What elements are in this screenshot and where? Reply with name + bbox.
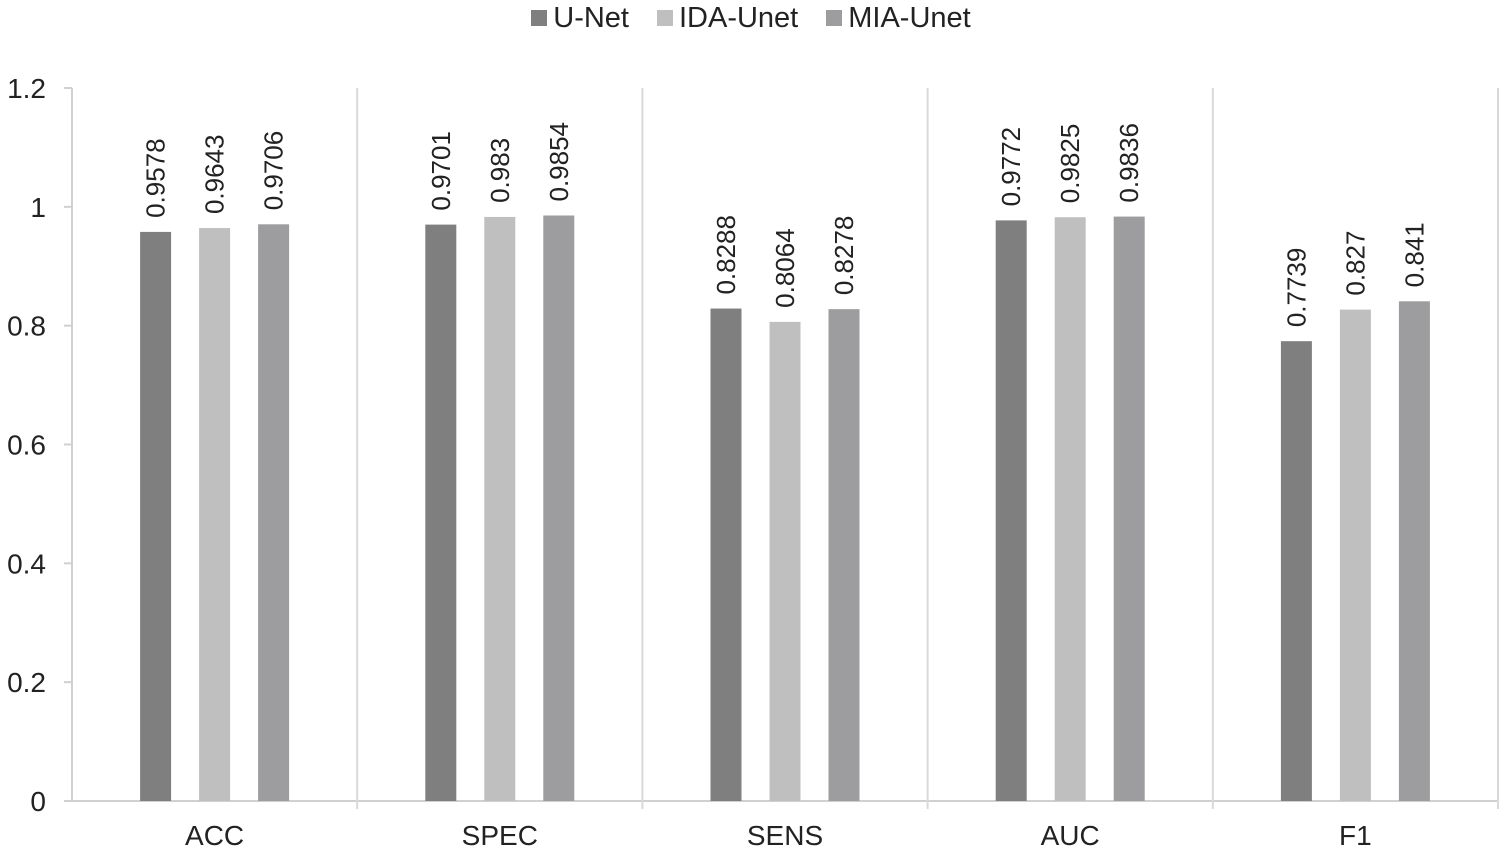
legend-item-mia-unet: MIA-Unet	[826, 1, 971, 35]
bar-mia-unet-acc	[258, 224, 290, 802]
legend-label-ida-unet: IDA-Unet	[678, 1, 799, 34]
data-label-mia-unet-spec: 0.9854	[544, 122, 574, 202]
legend-item-ida-unet: IDA-Unet	[656, 1, 799, 35]
bar-ida-unet-spec	[484, 216, 516, 801]
data-label-ida-unet-sens: 0.8064	[770, 228, 800, 308]
legend-label-mia-unet: MIA-Unet	[848, 1, 971, 34]
bar-u-net-acc	[140, 231, 172, 801]
x-tick-label-acc: ACC	[185, 820, 244, 851]
x-tick-label-f1: F1	[1339, 820, 1372, 851]
data-label-u-net-spec: 0.9701	[426, 131, 456, 211]
data-label-mia-unet-auc: 0.9836	[1114, 123, 1144, 203]
legend-swatch-unet	[531, 10, 548, 26]
x-tick-label-sens: SENS	[747, 820, 823, 851]
y-tick-label: 1	[30, 192, 46, 223]
bar-ida-unet-sens	[769, 321, 801, 801]
data-label-ida-unet-auc: 0.9825	[1055, 124, 1085, 204]
legend-label-unet: U-Net	[553, 1, 629, 34]
y-tick-label: 0.8	[7, 311, 46, 342]
y-tick-label: 0.2	[7, 667, 46, 698]
data-label-mia-unet-acc: 0.9706	[259, 131, 289, 211]
data-label-ida-unet-f1: 0.827	[1340, 231, 1370, 296]
bar-mia-unet-spec	[543, 215, 575, 801]
data-label-u-net-auc: 0.9772	[996, 127, 1026, 207]
legend: U-Net IDA-Unet MIA-Unet	[0, 0, 1502, 36]
bar-ida-unet-f1	[1339, 309, 1371, 801]
bar-u-net-f1	[1280, 341, 1312, 801]
y-tick-label: 1.2	[7, 73, 46, 104]
y-tick-label: 0	[30, 786, 46, 817]
legend-swatch-ida-unet	[656, 10, 673, 26]
data-label-u-net-f1: 0.7739	[1281, 248, 1311, 328]
data-label-mia-unet-sens: 0.8278	[829, 216, 859, 296]
data-label-u-net-sens: 0.8288	[711, 215, 741, 295]
bar-u-net-auc	[995, 220, 1027, 801]
data-label-ida-unet-acc: 0.9643	[200, 135, 230, 215]
legend-item-unet: U-Net	[531, 2, 629, 35]
bar-mia-unet-sens	[828, 309, 860, 801]
y-tick-label: 0.6	[7, 430, 46, 461]
bar-ida-unet-acc	[199, 228, 231, 801]
y-tick-label: 0.4	[7, 548, 46, 579]
bar-ida-unet-auc	[1054, 217, 1086, 801]
data-label-ida-unet-spec: 0.983	[485, 138, 515, 203]
data-label-mia-unet-f1: 0.841	[1399, 222, 1429, 287]
legend-swatch-mia-unet	[826, 10, 843, 26]
x-tick-label-spec: SPEC	[462, 820, 538, 851]
x-tick-label-auc: AUC	[1041, 820, 1100, 851]
data-label-u-net-acc: 0.9578	[141, 138, 171, 218]
bar-u-net-sens	[710, 308, 742, 801]
bar-u-net-spec	[425, 224, 457, 801]
bar-mia-unet-auc	[1113, 216, 1145, 802]
bar-mia-unet-f1	[1398, 301, 1430, 801]
